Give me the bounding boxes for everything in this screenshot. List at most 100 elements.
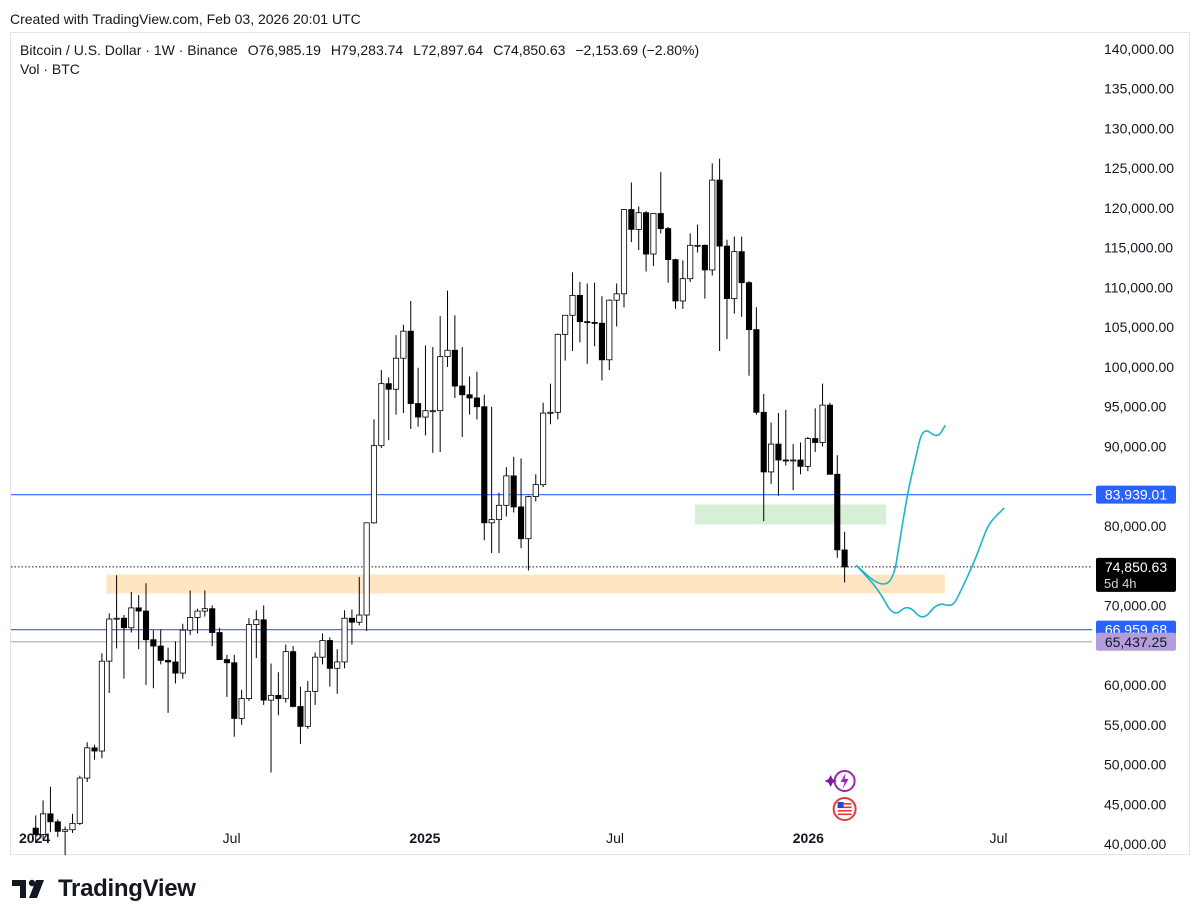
tradingview-brand: TradingView [58,875,196,902]
y-tick-label: 130,000.00 [1104,120,1174,136]
candle-body-down [826,404,833,475]
candle-body-up [437,356,444,412]
candle [201,590,208,617]
candle-body-up [312,656,319,692]
candle-body-down [165,659,172,663]
candle [319,633,326,665]
candle [834,455,841,558]
tradingview-logo[interactable]: TradingView [12,875,196,903]
candle-body-up [267,694,275,701]
candle-body-down [216,632,223,660]
candle [812,408,819,453]
y-tick-label: 70,000.00 [1104,598,1166,614]
candle [481,394,488,541]
candle-body-up [187,617,194,631]
symbol-legend: Bitcoin / U.S. Dollar · 1W · Binance O76… [20,42,705,58]
x-tick-label: 2025 [409,830,440,846]
candle [400,324,407,414]
candle [790,444,797,491]
candle-body-up [341,617,348,663]
candle [731,236,738,314]
candle-body-down [32,827,39,835]
candle-body-up [84,747,91,779]
candle [562,314,569,361]
candle [709,163,716,276]
candle [253,610,260,658]
y-tick-label: 110,000.00 [1104,279,1173,295]
candle-body-down [812,438,819,443]
candle-body-down [716,179,723,247]
candle [179,623,186,679]
candle-body-up [76,777,83,824]
candle-body-down [576,294,583,323]
candle [525,495,532,571]
candle [113,575,120,649]
candle [356,576,363,626]
y-tick-label: 55,000.00 [1104,717,1166,733]
x-tick-label: 2026 [793,830,824,846]
candle [569,272,576,352]
candle [245,618,253,701]
candle-body-down [135,607,142,612]
ai-event-bolt [840,773,849,789]
candle [760,393,767,522]
candle [782,409,789,466]
candle [223,654,230,697]
candle-body-up [253,619,260,625]
candle [841,531,848,583]
candle-body-up [422,410,429,418]
candle [76,775,83,825]
candle-body-up [334,661,341,669]
candle-body-down [584,321,591,324]
price-tag-level-1: 83,939.01 [1105,487,1167,503]
candle-body-up [650,213,657,255]
candle-body-down [297,706,304,727]
candle-body-down [142,610,150,641]
candle [370,419,378,524]
candle-body-down [223,659,230,664]
orange-support-zone [106,574,945,594]
candle-body-down [157,645,164,661]
candle [238,689,245,725]
candle-body-down [518,506,525,540]
candle-body-down [231,662,238,719]
candle [157,629,164,665]
candle-body-up [62,829,69,832]
y-tick-label: 80,000.00 [1104,518,1166,534]
candle-body-down [209,608,216,633]
candle-body-up [238,698,245,719]
candle-body-up [687,244,694,280]
candle-body-up [562,314,569,335]
candle-body-down [643,212,650,255]
candle-body-up [532,484,539,497]
candle-body-up [547,411,554,414]
candle-body-down [760,411,767,473]
candle [363,522,370,631]
candle-body-up [819,404,826,443]
candle-body-down [385,383,392,390]
legend-change: −2,153.69 (−2.80%) [575,42,700,58]
chart-frame[interactable] [10,32,1190,855]
candle [547,383,554,425]
candle [643,211,650,272]
candle-body-up [540,412,547,486]
candle [606,299,613,371]
candle [804,436,811,472]
candle [768,422,775,484]
candle-body-down [120,617,128,629]
y-tick-label: 95,000.00 [1104,399,1166,415]
candle-body-down [657,213,664,230]
candle [554,333,561,420]
candle [407,300,414,429]
candle-body-down [665,228,672,261]
candle-body-up [40,813,47,835]
candle-body-up [128,607,135,629]
candle-body-up [106,618,113,662]
candle [341,610,348,669]
candle-body-up [363,522,370,616]
legend-low: L72,897.64 [413,42,484,58]
candle-body-down [797,459,804,467]
candle [282,644,289,703]
y-tick-label: 140,000.00 [1104,41,1174,57]
